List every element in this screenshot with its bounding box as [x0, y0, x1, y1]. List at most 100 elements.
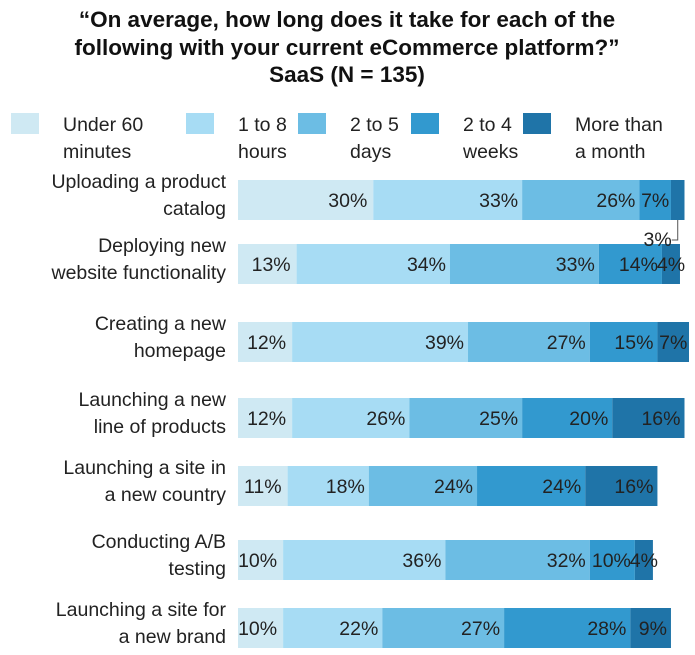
data-label: 36% [402, 550, 441, 572]
data-label: 26% [596, 190, 635, 212]
category-label-5: Launching a site in [63, 457, 226, 479]
bar-segment [292, 322, 469, 362]
legend-label-4: weeks [462, 141, 519, 163]
bar-segment [238, 540, 284, 580]
bar-segment [292, 398, 410, 438]
data-label: 10% [238, 550, 277, 572]
data-label: 24% [434, 476, 473, 498]
data-label: 16% [614, 476, 653, 498]
bar-segment [589, 540, 635, 580]
data-label: 9% [639, 618, 667, 640]
category-label-2: website functionality [50, 262, 226, 284]
category-label-3: Creating a new [95, 313, 227, 335]
bar-segment [409, 398, 523, 438]
legend-label-5: More than [575, 114, 663, 136]
bar-segment [585, 466, 658, 506]
title-line-3: SaaS (N = 135) [269, 62, 425, 87]
data-label: 34% [407, 254, 446, 276]
category-label-4: line of products [94, 416, 226, 438]
category-label-5: a new country [105, 484, 227, 506]
bar-segment [238, 466, 288, 506]
legend-swatch-2 [186, 113, 214, 134]
category-label-7: Launching a site for [56, 599, 227, 621]
bar-segment [283, 608, 383, 648]
legend-label-3: 2 to 5 [350, 114, 399, 136]
data-label: 11% [244, 476, 282, 498]
bar-segment [589, 322, 658, 362]
bar-segment [287, 466, 369, 506]
bar-segment [504, 608, 631, 648]
bar-segment [445, 540, 590, 580]
category-label-2: Deploying new [98, 235, 227, 257]
data-label: 22% [339, 618, 378, 640]
chart-legend: Under 60 minutes 1 to 8 hours 2 to 5 days 2 to… [11, 113, 663, 163]
legend-label-4: 2 to 4 [463, 114, 512, 136]
data-label: 30% [328, 190, 367, 212]
data-label: 18% [326, 476, 365, 498]
data-label: 13% [252, 254, 291, 276]
category-label-1: catalog [163, 198, 226, 220]
category-label-6: Conducting A/B [92, 531, 226, 553]
bar-segment [670, 180, 685, 220]
bar-segment [468, 322, 590, 362]
data-label: 3% [644, 229, 672, 251]
legend-swatch-3 [298, 113, 326, 134]
bars [238, 180, 689, 648]
bar-segment [639, 180, 671, 220]
data-label: 15% [614, 332, 653, 354]
data-label: 39% [425, 332, 464, 354]
bar-segment [238, 608, 284, 648]
legend-label-3: days [350, 141, 391, 163]
legend-swatch-1 [11, 113, 39, 134]
bar-segment [238, 244, 297, 284]
bar-segment [477, 466, 586, 506]
bar-segment [661, 244, 680, 284]
data-label: 28% [587, 618, 626, 640]
bar-segment [630, 608, 671, 648]
data-label: 32% [547, 550, 586, 572]
title-line-1: “On average, how long does it take for e… [79, 7, 615, 32]
data-label: 4% [657, 254, 685, 276]
data-label: 10% [238, 618, 277, 640]
data-label: 33% [479, 190, 518, 212]
data-label: 26% [366, 408, 405, 430]
bar-segment [238, 398, 293, 438]
chart-title: “On average, how long does it take for e… [74, 7, 619, 87]
bar-segment [238, 180, 374, 220]
bar-segment [368, 466, 478, 506]
bar-segment [522, 180, 640, 220]
data-labels: 30% 33% 26% 7%3%13% 34% 33% 14%4%12% 39% 27% 15% 7… [238, 190, 687, 640]
title-line-2: following with your current eCommerce pl… [74, 35, 619, 60]
data-label: 25% [479, 408, 518, 430]
bar-segment [634, 540, 653, 580]
data-label: 20% [569, 408, 608, 430]
legend-label-5: a month [575, 141, 645, 163]
legend-label-2: 1 to 8 [238, 114, 287, 136]
legend-label-1: Under 60 [63, 114, 143, 136]
legend-label-2: hours [238, 141, 287, 163]
data-label: 10% [592, 550, 631, 572]
data-label: 7% [641, 190, 669, 212]
bar-segment [598, 244, 662, 284]
bar-segment [449, 244, 599, 284]
category-label-4: Launching a new [79, 389, 227, 411]
bar-segment [522, 398, 613, 438]
data-label: 4% [630, 550, 658, 572]
data-label: 12% [247, 408, 286, 430]
data-label: 12% [247, 332, 286, 354]
bar-segment [238, 322, 293, 362]
data-label: 27% [461, 618, 500, 640]
category-label-7: a new brand [119, 626, 226, 648]
legend-label-1: minutes [63, 141, 132, 163]
bar-segment [612, 398, 685, 438]
category-labels: Uploading a product catalog Deploying new w… [50, 171, 226, 648]
category-label-3: homepage [134, 340, 226, 362]
bar-segment [283, 540, 446, 580]
legend-swatch-4 [411, 113, 439, 134]
bar-segment [657, 322, 689, 362]
bar-segment [373, 180, 523, 220]
data-label: 33% [556, 254, 595, 276]
category-label-1: Uploading a product [51, 171, 226, 193]
callout-line [671, 220, 679, 241]
